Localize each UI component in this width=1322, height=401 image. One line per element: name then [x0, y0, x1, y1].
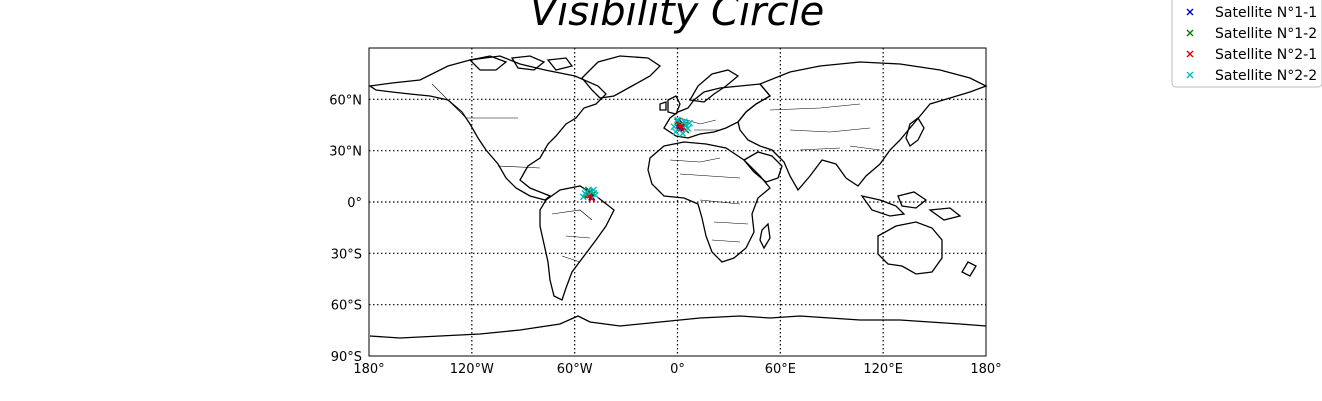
y-tick-label: 30°S	[331, 247, 362, 262]
x-tick-label: 120°E	[863, 362, 903, 377]
legend-label: Satellite N°2-2	[1215, 68, 1317, 84]
continent-asia	[737, 61, 988, 192]
continent-australia	[877, 221, 943, 275]
data-point-marker	[675, 121, 683, 129]
x-tick-label: 180°	[970, 362, 1001, 377]
grid-lines	[369, 48, 986, 356]
x-tick-label: 0°	[670, 362, 685, 377]
series-3	[584, 121, 687, 203]
arctic-islands	[468, 55, 574, 71]
maritime-southeast-asia	[860, 191, 962, 221]
y-axis-ticks: 60°N 30°N 0° 30°S 60°S 90°S	[329, 93, 362, 365]
legend-label: Satellite N°1-2	[1215, 26, 1317, 42]
border-lines-europe-africa	[669, 117, 749, 243]
data-point-marker	[679, 130, 687, 138]
data-point-marker	[679, 123, 687, 131]
data-point-marker	[684, 124, 692, 132]
chart-title: Visibility Circle	[530, 0, 824, 35]
data-point-marker	[590, 186, 598, 194]
x-tick-label: 180°	[353, 362, 384, 377]
y-tick-label: 30°N	[329, 145, 362, 160]
coastlines	[368, 55, 988, 339]
legend-marker	[1186, 71, 1194, 79]
legend-items: Satellite N°1-1 Satellite N°1-2 Satellite …	[1186, 5, 1317, 84]
data-point-marker	[682, 121, 690, 129]
x-tick-label: 60°W	[557, 362, 593, 377]
data-points	[579, 116, 693, 203]
data-point-marker	[674, 116, 681, 124]
legend-label: Satellite N°2-1	[1215, 47, 1317, 63]
continent-greenland	[581, 55, 662, 99]
data-point-marker	[591, 191, 599, 199]
data-point-marker	[581, 189, 589, 197]
japan	[905, 117, 925, 147]
legend-marker	[1186, 8, 1194, 16]
y-tick-label: 0°	[347, 196, 362, 211]
world-map	[368, 47, 988, 357]
x-axis-ticks: 180° 120°W 60°W 0° 60°E 120°E 180°	[353, 362, 1001, 377]
y-tick-label: 60°S	[331, 299, 362, 314]
scandinavia	[688, 69, 740, 103]
data-point-marker	[680, 118, 688, 126]
madagascar	[759, 222, 771, 250]
legend-box	[1171, 0, 1322, 88]
continent-north-america	[368, 55, 607, 201]
continent-antarctica	[369, 315, 987, 339]
data-point-marker	[686, 119, 693, 127]
series-4	[579, 116, 693, 201]
y-tick-label: 60°N	[329, 93, 362, 108]
legend-marker	[1186, 50, 1194, 58]
legend-marker	[1186, 29, 1194, 37]
legend: Satellite N°1-1 Satellite N°1-2 Satellite …	[1171, 0, 1322, 88]
country-borders	[431, 83, 881, 263]
y-tick-label: 90°S	[331, 350, 362, 365]
x-tick-label: 120°W	[450, 362, 494, 377]
new-zealand	[961, 261, 977, 277]
border-lines-asia	[769, 103, 881, 151]
data-point-marker	[579, 193, 587, 201]
data-point-marker	[674, 118, 681, 126]
x-tick-label: 60°E	[765, 362, 796, 377]
legend-label: Satellite N°1-1	[1215, 5, 1317, 21]
data-point-marker	[672, 128, 680, 136]
border-lines-americas	[431, 83, 593, 263]
data-point-marker	[670, 123, 678, 131]
